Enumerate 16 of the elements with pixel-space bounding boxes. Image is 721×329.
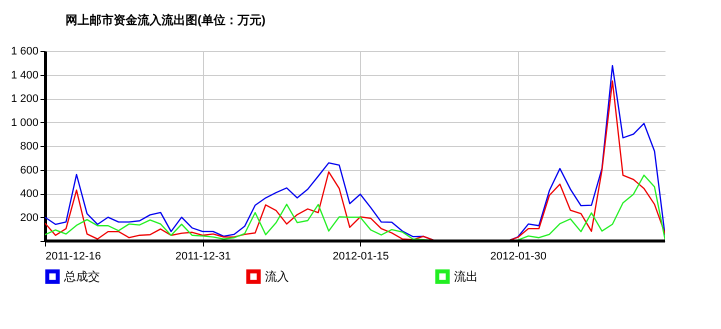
y-tick-label: 400 (20, 188, 38, 200)
y-tick-label: 800 (20, 140, 38, 152)
legend-label: 流出 (454, 270, 478, 284)
x-tick-label: 2012-01-30 (490, 250, 547, 262)
x-tick-label: 2011-12-31 (175, 250, 231, 262)
x-tick-label: 2012-01-15 (332, 250, 389, 262)
y-tick-label: 1 000 (10, 116, 38, 129)
y-tick-label: 1 600 (10, 46, 38, 58)
y-tick-label: 600 (20, 164, 38, 176)
legend-label: 总成交 (63, 270, 100, 284)
legend-label: 流入 (265, 270, 289, 284)
y-tick-label: 1 200 (10, 93, 38, 105)
y-tick-label: 1 400 (10, 69, 38, 82)
x-tick-label: 2011-12-16 (46, 250, 101, 262)
chart-title: 网上邮市资金流入流出图(单位：万元) (65, 13, 266, 27)
y-tick-label: 200 (20, 212, 38, 224)
